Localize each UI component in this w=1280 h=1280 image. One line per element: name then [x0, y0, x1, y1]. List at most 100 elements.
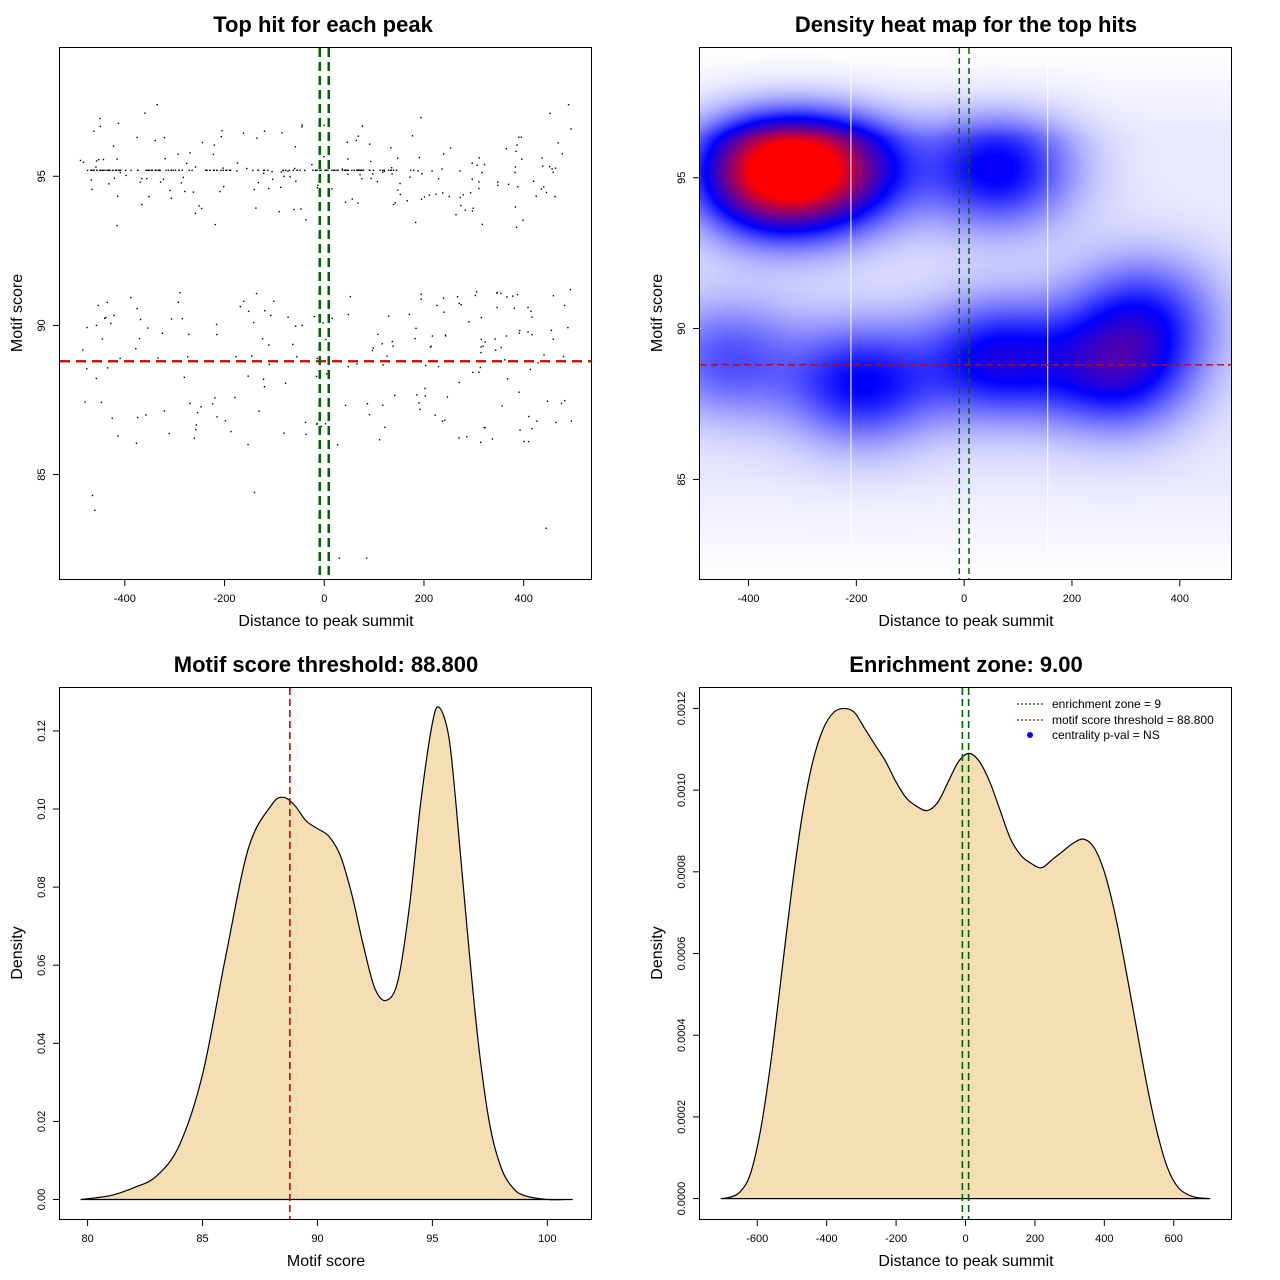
scatter-point [229, 169, 232, 172]
scatter-point [390, 147, 392, 149]
scatter-point [529, 368, 532, 371]
scatter-point [216, 333, 218, 336]
scatter-point [216, 416, 218, 418]
scatter-point [90, 179, 92, 181]
distance-density-x-axis: -600 -400 -200 0 200 400 600 [746, 1219, 1183, 1245]
scatter-point [424, 387, 426, 390]
scatter-point [507, 183, 510, 186]
scatter-point [500, 346, 502, 349]
scatter-point [337, 169, 339, 172]
scatter-point [472, 207, 474, 209]
scatter-point [230, 430, 232, 433]
scatter-point [514, 166, 517, 168]
scatter-point [564, 399, 566, 402]
y-tick-label: 0.0002 [676, 1100, 688, 1134]
scatter-point [91, 188, 93, 191]
scatter-point [347, 173, 349, 175]
scatter-point [416, 394, 418, 396]
scatter-point [347, 158, 349, 160]
scatter-point [368, 143, 371, 145]
scatter-point [395, 169, 398, 172]
heatmap-y-axis: 85 90 95 [676, 172, 700, 486]
x-tick-label: -200 [845, 593, 867, 605]
scatter-x-axis: -400 -200 0 200 400 [114, 579, 533, 605]
scatter-point [346, 141, 349, 143]
scatter-point [505, 335, 508, 337]
scatter-point [301, 126, 303, 128]
scatter-point [464, 209, 467, 211]
scatter-point [341, 168, 344, 170]
scatter-point [156, 103, 158, 106]
scatter-point [552, 338, 554, 340]
scatter-point [293, 208, 295, 211]
scatter-point [455, 213, 457, 216]
scatter-point [219, 190, 221, 193]
scatter-point [554, 167, 557, 169]
scatter-point [382, 364, 384, 366]
scatter-point [497, 181, 499, 183]
scatter-point [188, 333, 190, 336]
scatter-point [414, 337, 416, 340]
scatter-point [159, 181, 162, 183]
scatter-point [185, 162, 188, 165]
x-tick-label: 90 [311, 1233, 323, 1245]
scatter-point [468, 321, 470, 323]
scatter-point [420, 298, 422, 300]
scatter-point [391, 340, 394, 343]
scatter-point [316, 423, 318, 426]
scatter-point [530, 310, 532, 312]
scatter-point [361, 177, 363, 180]
x-tick-label: 200 [1026, 1233, 1044, 1245]
scatter-point [449, 147, 452, 149]
scatter-point [154, 169, 156, 172]
scatter-point [322, 322, 324, 324]
scatter-point [146, 177, 148, 180]
heatmap-panel: Density heat map for the top hits Distan… [649, 12, 1232, 630]
x-tick-label: 200 [1063, 593, 1081, 605]
scatter-point [296, 169, 299, 172]
scatter-point [366, 402, 369, 405]
scatter-point [444, 334, 447, 336]
y-tick-label: 95 [36, 170, 48, 182]
scatter-point [287, 170, 289, 172]
scatter-point [222, 169, 224, 172]
scatter-point [520, 136, 523, 138]
scatter-point [280, 186, 282, 189]
scatter-point [236, 162, 239, 164]
scatter-point [209, 169, 211, 172]
x-tick-label: 400 [1095, 1233, 1113, 1245]
scatter-point [262, 172, 265, 175]
scatter-point [139, 181, 141, 183]
scatter-point [181, 169, 184, 172]
scatter-point [442, 297, 445, 299]
scatter-xlabel: Distance to peak summit [238, 613, 414, 630]
scatter-point [296, 356, 298, 358]
scatter-point [119, 169, 122, 172]
scatter-point [222, 167, 224, 169]
scatter-point [351, 169, 353, 172]
scatter-point [386, 355, 388, 357]
x-tick-label: 0 [321, 593, 327, 605]
scatter-point [301, 124, 303, 126]
y-tick-label: 0.12 [36, 720, 48, 741]
scatter-point [119, 357, 121, 360]
scatter-point [443, 311, 445, 313]
scatter-point [336, 444, 339, 446]
scatter-point [480, 316, 482, 319]
scatter-point [195, 424, 198, 426]
scatter-point [474, 294, 476, 297]
y-tick-label: 85 [36, 468, 48, 480]
scatter-point [112, 145, 115, 147]
scatter-point [478, 187, 480, 190]
scatter-point [136, 169, 139, 172]
scatter-point [561, 153, 564, 155]
scatter-point [512, 295, 514, 297]
scatter-point [406, 200, 408, 202]
scatter-point [119, 169, 121, 172]
scatter-point [414, 221, 417, 224]
scatter-point [105, 169, 107, 172]
scatter-point [267, 169, 269, 172]
scatter-point [294, 325, 297, 327]
x-tick-label: -200 [214, 593, 236, 605]
distance-density-panel: Enrichment zone: 9.00 Distance to peak s… [649, 652, 1232, 1270]
